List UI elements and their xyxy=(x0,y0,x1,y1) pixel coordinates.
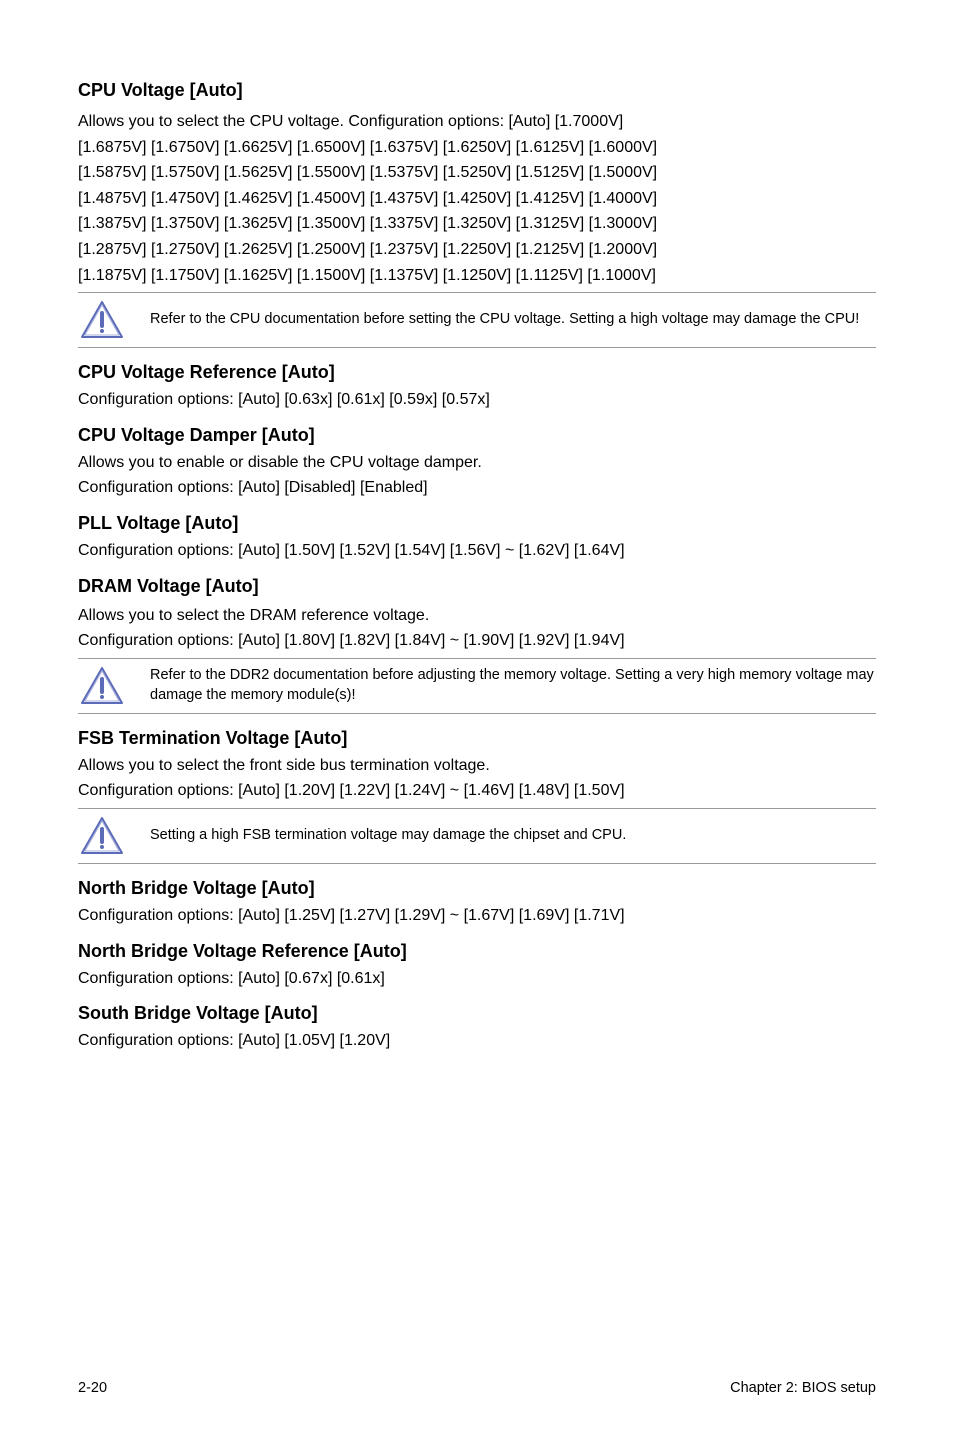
chapter-label: Chapter 2: BIOS setup xyxy=(730,1380,876,1396)
page-footer: 2-20 Chapter 2: BIOS setup xyxy=(78,1380,876,1396)
fsb-term-note: Setting a high FSB termination voltage m… xyxy=(78,808,876,864)
north-bridge-ref-body: Configuration options: [Auto] [0.67x] [0… xyxy=(78,968,876,990)
cpu-voltage-line: [1.3875V] [1.3750V] [1.3625V] [1.3500V] … xyxy=(78,213,876,235)
cpu-voltage-line: [1.5875V] [1.5750V] [1.5625V] [1.5500V] … xyxy=(78,162,876,184)
fsb-term-body2: Configuration options: [Auto] [1.20V] [1… xyxy=(78,780,876,802)
dram-voltage-note: Refer to the DDR2 documentation before a… xyxy=(78,658,876,714)
cpu-voltage-damper-title: CPU Voltage Damper [Auto] xyxy=(78,425,876,446)
page-number: 2-20 xyxy=(78,1380,107,1396)
pll-voltage-title: PLL Voltage [Auto] xyxy=(78,513,876,534)
caution-icon xyxy=(78,665,150,707)
dram-voltage-body2: Configuration options: [Auto] [1.80V] [1… xyxy=(78,630,876,652)
cpu-voltage-line: [1.4875V] [1.4750V] [1.4625V] [1.4500V] … xyxy=(78,188,876,210)
cpu-voltage-line: [1.1875V] [1.1750V] [1.1625V] [1.1500V] … xyxy=(78,265,876,287)
cpu-voltage-intro: Allows you to select the CPU voltage. Co… xyxy=(78,111,876,133)
dram-voltage-title: DRAM Voltage [Auto] xyxy=(78,576,876,597)
cpu-voltage-ref-body: Configuration options: [Auto] [0.63x] [0… xyxy=(78,389,876,411)
caution-icon xyxy=(78,299,150,341)
cpu-voltage-note-text: Refer to the CPU documentation before se… xyxy=(150,310,859,330)
dram-voltage-body1: Allows you to select the DRAM reference … xyxy=(78,605,876,627)
north-bridge-body: Configuration options: [Auto] [1.25V] [1… xyxy=(78,905,876,927)
caution-icon xyxy=(78,815,150,857)
fsb-term-body1: Allows you to select the front side bus … xyxy=(78,755,876,777)
cpu-voltage-line: [1.6875V] [1.6750V] [1.6625V] [1.6500V] … xyxy=(78,137,876,159)
page-container: CPU Voltage [Auto] Allows you to select … xyxy=(0,0,954,1438)
dram-voltage-note-text: Refer to the DDR2 documentation before a… xyxy=(150,666,876,705)
north-bridge-title: North Bridge Voltage [Auto] xyxy=(78,878,876,899)
cpu-voltage-title: CPU Voltage [Auto] xyxy=(78,80,876,101)
cpu-voltage-line: [1.2875V] [1.2750V] [1.2625V] [1.2500V] … xyxy=(78,239,876,261)
south-bridge-title: South Bridge Voltage [Auto] xyxy=(78,1003,876,1024)
cpu-voltage-ref-title: CPU Voltage Reference [Auto] xyxy=(78,362,876,383)
pll-voltage-body: Configuration options: [Auto] [1.50V] [1… xyxy=(78,540,876,562)
cpu-voltage-note: Refer to the CPU documentation before se… xyxy=(78,292,876,348)
cpu-voltage-damper-body1: Allows you to enable or disable the CPU … xyxy=(78,452,876,474)
north-bridge-ref-title: North Bridge Voltage Reference [Auto] xyxy=(78,941,876,962)
fsb-term-title: FSB Termination Voltage [Auto] xyxy=(78,728,876,749)
south-bridge-body: Configuration options: [Auto] [1.05V] [1… xyxy=(78,1030,876,1052)
cpu-voltage-damper-body2: Configuration options: [Auto] [Disabled]… xyxy=(78,477,876,499)
fsb-term-note-text: Setting a high FSB termination voltage m… xyxy=(150,826,626,846)
